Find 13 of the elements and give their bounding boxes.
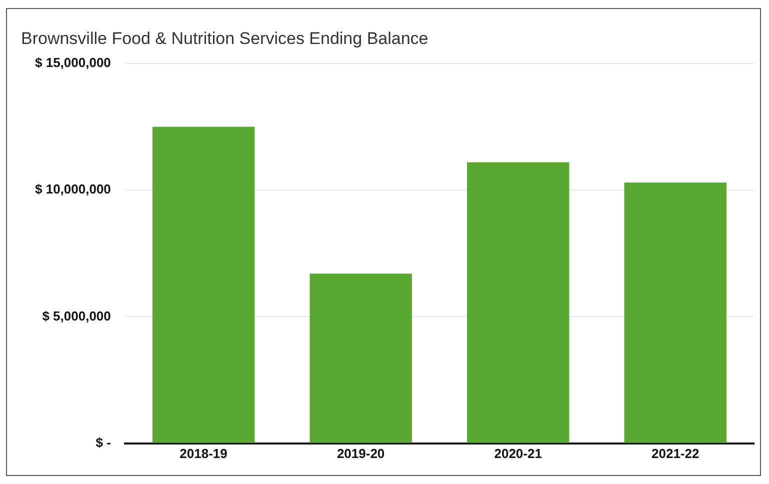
x-tick-label: 2018-19 (180, 446, 228, 461)
x-tick-label: 2019-20 (336, 446, 385, 461)
bar (466, 162, 570, 443)
y-tick-label: $ 5,000,000 (42, 308, 111, 324)
x-tick-label: 2020-21 (494, 446, 542, 461)
x-tick-label: 2021-22 (652, 446, 700, 461)
y-tick-label: $ - (96, 434, 111, 450)
bar (152, 126, 255, 443)
bar (310, 274, 412, 443)
chart-title: Brownsville Food & Nutrition Services Ending Balance (21, 28, 428, 48)
bar (624, 182, 726, 443)
y-tick-label: $ 15,000,000 (35, 54, 111, 70)
y-tick-label: $ 10,000,000 (35, 182, 111, 197)
